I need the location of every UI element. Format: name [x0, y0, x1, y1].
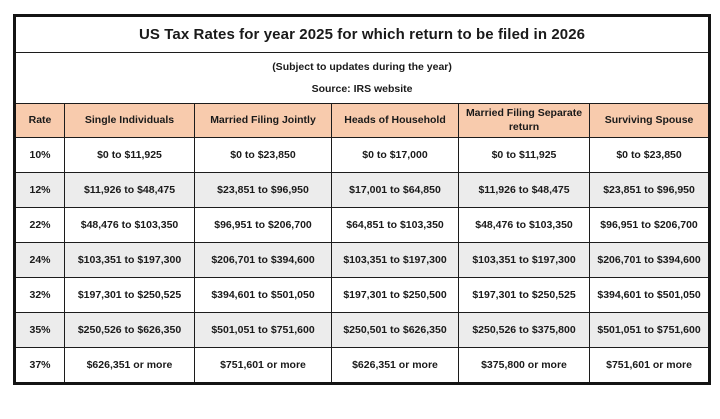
table-row-22pct: 22% $48,476 to $103,350 $96,951 to $206,… — [14, 207, 711, 243]
cell-single: $103,351 to $197,300 — [64, 242, 195, 278]
cell-surviving: $206,701 to $394,600 — [588, 242, 711, 278]
header-married-filing-separate: Married Filing Separate return — [458, 103, 590, 138]
cell-single: $48,476 to $103,350 — [64, 207, 195, 243]
column-header-row: Rate Single Individuals Married Filing J… — [14, 103, 711, 138]
cell-married-separate: $48,476 to $103,350 — [458, 207, 590, 243]
cell-surviving: $96,951 to $206,700 — [588, 207, 711, 243]
table-row-12pct: 12% $11,926 to $48,475 $23,851 to $96,95… — [14, 172, 711, 208]
table-row-35pct: 35% $250,526 to $626,350 $501,051 to $75… — [14, 312, 711, 348]
table-row-24pct: 24% $103,351 to $197,300 $206,701 to $39… — [14, 242, 711, 278]
table-row-10pct: 10% $0 to $11,925 $0 to $23,850 $0 to $1… — [14, 137, 711, 173]
cell-rate: 22% — [14, 207, 65, 243]
cell-surviving: $501,051 to $751,600 — [588, 312, 711, 348]
cell-surviving: $751,601 or more — [588, 347, 711, 384]
cell-single: $0 to $11,925 — [64, 137, 195, 173]
subtitle-cell: (Subject to updates during the year) Sou… — [13, 52, 711, 104]
cell-married-joint: $394,601 to $501,050 — [194, 277, 332, 313]
cell-single: $197,301 to $250,525 — [64, 277, 195, 313]
cell-rate: 35% — [14, 312, 65, 348]
table-row-32pct: 32% $197,301 to $250,525 $394,601 to $50… — [14, 277, 711, 313]
cell-single: $250,526 to $626,350 — [64, 312, 195, 348]
cell-surviving: $394,601 to $501,050 — [588, 277, 711, 313]
cell-rate: 37% — [14, 347, 65, 384]
header-single-individuals: Single Individuals — [64, 103, 195, 138]
cell-rate: 24% — [14, 242, 65, 278]
cell-single: $626,351 or more — [64, 347, 195, 384]
header-married-filing-jointly: Married Filing Jointly — [194, 103, 332, 138]
cell-married-separate: $0 to $11,925 — [458, 137, 590, 173]
cell-heads: $17,001 to $64,850 — [331, 172, 459, 208]
page-title: US Tax Rates for year 2025 for which ret… — [13, 15, 711, 53]
subtitle-note: (Subject to updates during the year) — [272, 61, 452, 73]
table-row-37pct: 37% $626,351 or more $751,601 or more $6… — [14, 347, 711, 384]
header-rate: Rate — [14, 103, 65, 138]
tax-rates-table: US Tax Rates for year 2025 for which ret… — [13, 14, 712, 385]
cell-heads: $626,351 or more — [331, 347, 459, 384]
cell-married-separate: $11,926 to $48,475 — [458, 172, 590, 208]
cell-heads: $197,301 to $250,500 — [331, 277, 459, 313]
cell-rate: 12% — [14, 172, 65, 208]
cell-married-joint: $501,051 to $751,600 — [194, 312, 332, 348]
cell-heads: $64,851 to $103,350 — [331, 207, 459, 243]
subtitle-row: (Subject to updates during the year) Sou… — [13, 52, 711, 104]
cell-married-separate: $250,526 to $375,800 — [458, 312, 590, 348]
subtitle-source: Source: IRS website — [311, 82, 413, 95]
cell-surviving: $23,851 to $96,950 — [588, 172, 711, 208]
cell-heads: $103,351 to $197,300 — [331, 242, 459, 278]
cell-married-joint: $0 to $23,850 — [194, 137, 332, 173]
header-heads-of-household: Heads of Household — [331, 103, 459, 138]
cell-married-joint: $96,951 to $206,700 — [194, 207, 332, 243]
cell-single: $11,926 to $48,475 — [64, 172, 195, 208]
header-surviving-spouse: Surviving Spouse — [588, 103, 711, 138]
cell-surviving: $0 to $23,850 — [588, 137, 711, 173]
cell-married-separate: $103,351 to $197,300 — [458, 242, 590, 278]
cell-married-joint: $751,601 or more — [194, 347, 332, 384]
cell-heads: $250,501 to $626,350 — [331, 312, 459, 348]
title-row: US Tax Rates for year 2025 for which ret… — [13, 15, 711, 53]
cell-rate: 10% — [14, 137, 65, 173]
cell-heads: $0 to $17,000 — [331, 137, 459, 173]
cell-married-joint: $23,851 to $96,950 — [194, 172, 332, 208]
cell-married-joint: $206,701 to $394,600 — [194, 242, 332, 278]
cell-married-separate: $375,800 or more — [458, 347, 590, 384]
cell-rate: 32% — [14, 277, 65, 313]
tax-rates-sheet: US Tax Rates for year 2025 for which ret… — [13, 14, 712, 385]
cell-married-separate: $197,301 to $250,525 — [458, 277, 590, 313]
